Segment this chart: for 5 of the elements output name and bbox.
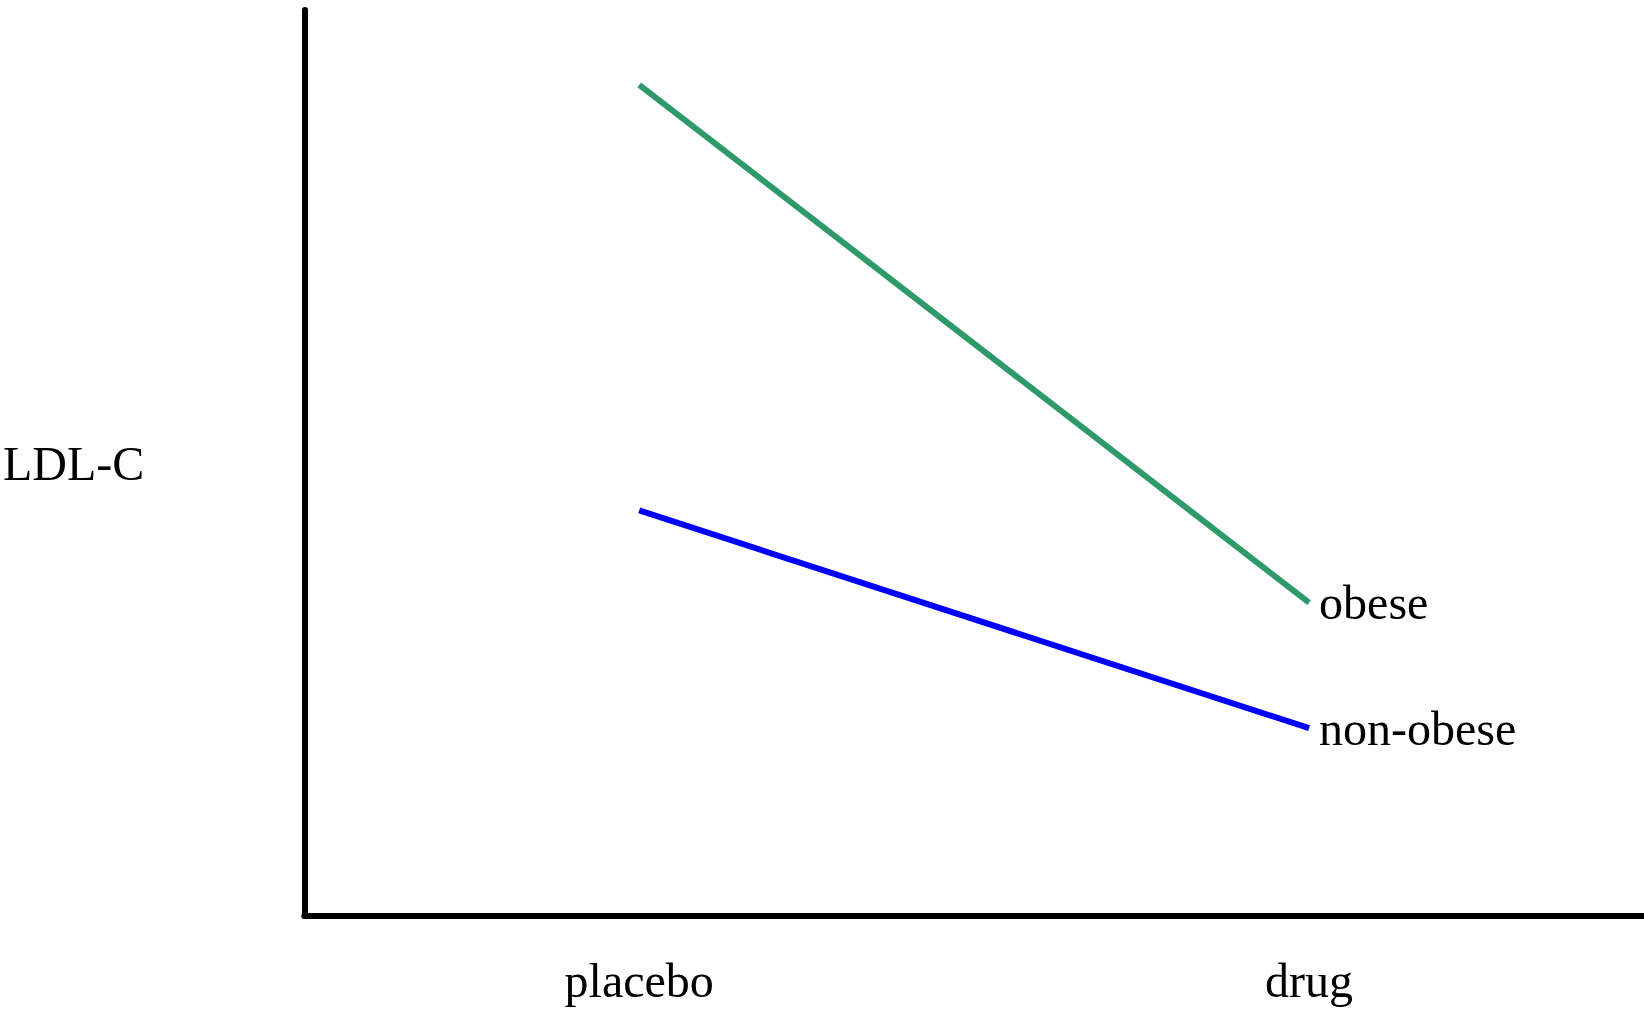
x-tick-label: placebo xyxy=(564,953,714,1007)
y-axis-title: LDL-C xyxy=(2,436,145,490)
series-label: obese xyxy=(1319,576,1429,630)
x-tick-label: drug xyxy=(1265,953,1354,1007)
series-label: non-obese xyxy=(1319,701,1517,755)
